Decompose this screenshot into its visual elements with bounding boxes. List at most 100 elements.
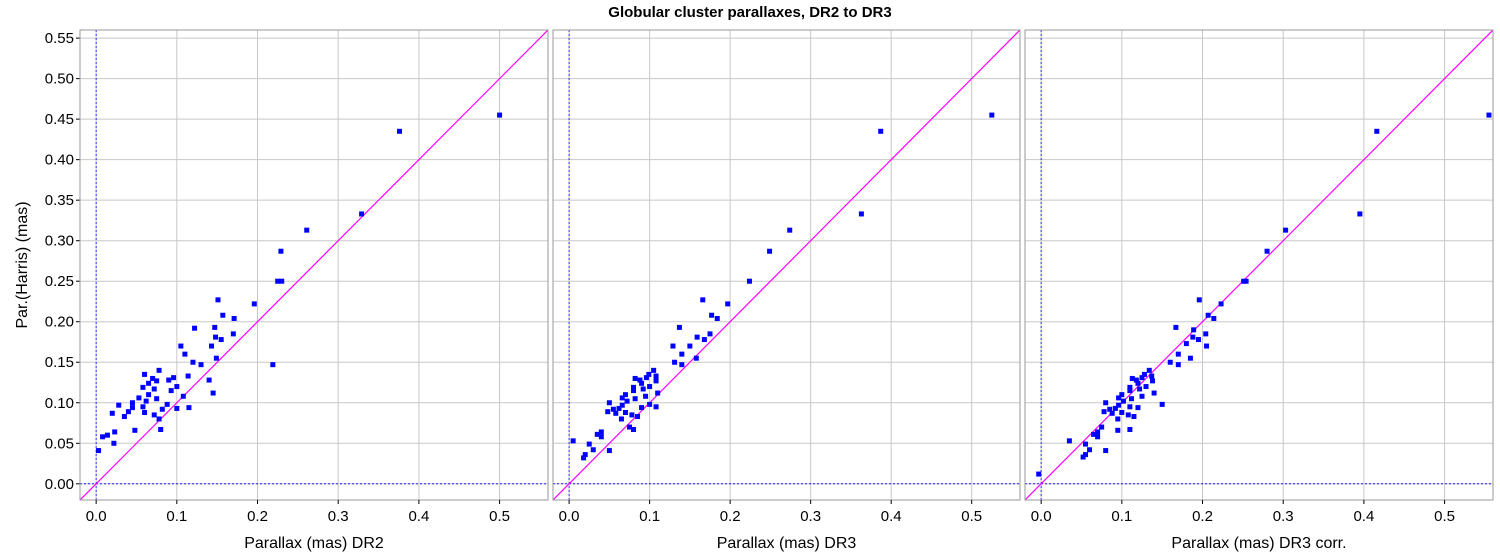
data-point: [637, 377, 643, 383]
data-point: [1036, 471, 1042, 477]
data-point: [1107, 406, 1113, 412]
data-point: [142, 371, 148, 377]
data-point: [1173, 324, 1179, 330]
data-point: [1149, 373, 1155, 379]
data-point: [1241, 278, 1247, 284]
data-point: [651, 367, 657, 373]
data-point: [132, 427, 138, 433]
y-tick-label: 0.50: [45, 71, 74, 88]
data-point: [146, 380, 152, 386]
data-point: [1091, 431, 1097, 437]
data-point: [639, 405, 645, 411]
panel-3: 0.0 0.1 0.2 0.3 0.4 0.5 Parallax (mas) DR3 cor…: [1024, 29, 1494, 552]
data-point: [270, 362, 276, 368]
data-point: [631, 384, 637, 390]
data-point: [104, 432, 110, 438]
data-point: [1129, 375, 1135, 381]
data-point: [581, 455, 587, 461]
data-point: [989, 112, 995, 118]
data-point: [142, 409, 148, 415]
data-point: [182, 351, 188, 357]
data-point: [590, 447, 596, 453]
data-point: [143, 398, 149, 404]
data-point: [709, 312, 715, 318]
data-point: [646, 371, 652, 377]
data-point: [622, 392, 628, 398]
x-tick-label: 0.5: [961, 508, 982, 525]
data-point: [209, 343, 215, 349]
data-point: [150, 375, 156, 381]
data-point: [168, 388, 174, 394]
data-point: [605, 409, 611, 415]
data-point: [304, 227, 310, 233]
y-tick-label: 0.10: [45, 395, 74, 412]
panel-1: 0.0 0.1 0.2 0.3 0.4 0.5 Parallax (mas) DR2: [79, 29, 549, 552]
x-tick-label: 0.4: [881, 508, 902, 525]
data-point: [190, 359, 196, 365]
data-point: [570, 438, 576, 444]
data-point: [631, 427, 637, 432]
data-point: [129, 400, 135, 406]
data-point: [275, 278, 281, 284]
data-point: [213, 355, 219, 361]
data-point: [1127, 404, 1133, 410]
data-point: [140, 384, 146, 390]
data-point: [174, 384, 180, 390]
data-point: [1120, 398, 1126, 404]
data-point: [185, 373, 191, 379]
data-point: [616, 405, 622, 411]
data-point: [1083, 441, 1089, 447]
data-point: [220, 312, 226, 318]
data-point: [1129, 396, 1135, 402]
data-point: [655, 390, 661, 396]
data-point: [1139, 393, 1145, 399]
x-tick-label: 0.4: [408, 508, 429, 525]
data-point: [154, 378, 160, 384]
data-point: [1135, 405, 1141, 411]
data-point: [714, 315, 720, 321]
data-point: [1116, 402, 1122, 408]
data-point: [210, 390, 216, 396]
data-point: [1103, 448, 1109, 454]
data-point: [174, 405, 180, 411]
data-point: [1205, 312, 1211, 318]
identity-line: [1025, 30, 1493, 500]
data-point: [231, 315, 237, 321]
data-point: [164, 401, 170, 407]
data-point: [653, 378, 659, 384]
data-point: [1149, 378, 1155, 384]
data-point: [1146, 367, 1152, 373]
panel-frame: [1024, 29, 1494, 501]
data-point: [146, 392, 152, 398]
data-point: [676, 324, 682, 330]
data-point: [622, 409, 628, 415]
data-point: [1119, 392, 1125, 398]
data-point: [359, 211, 365, 217]
data-point: [632, 375, 638, 381]
x-axis-label: Parallax (mas) DR2: [244, 535, 384, 552]
data-point: [1103, 400, 1109, 406]
data-point: [156, 367, 162, 373]
data-point: [700, 297, 706, 303]
data-point: [198, 362, 204, 368]
data-point: [653, 373, 659, 379]
data-point: [212, 324, 218, 330]
data-point: [136, 395, 142, 401]
data-point: [109, 410, 115, 416]
data-point: [218, 337, 224, 343]
data-point: [1080, 454, 1086, 460]
data-point: [640, 386, 646, 392]
x-tick-label: 0.1: [166, 508, 187, 525]
y-tick-label: 0.00: [45, 476, 74, 493]
data-point: [647, 384, 653, 390]
data-point: [1167, 359, 1173, 365]
data-point: [632, 396, 638, 402]
data-point: [687, 343, 693, 349]
data-point: [192, 325, 198, 331]
data-point: [582, 452, 588, 458]
data-point: [1127, 388, 1133, 394]
data-point: [679, 362, 685, 368]
data-point: [1486, 112, 1492, 118]
